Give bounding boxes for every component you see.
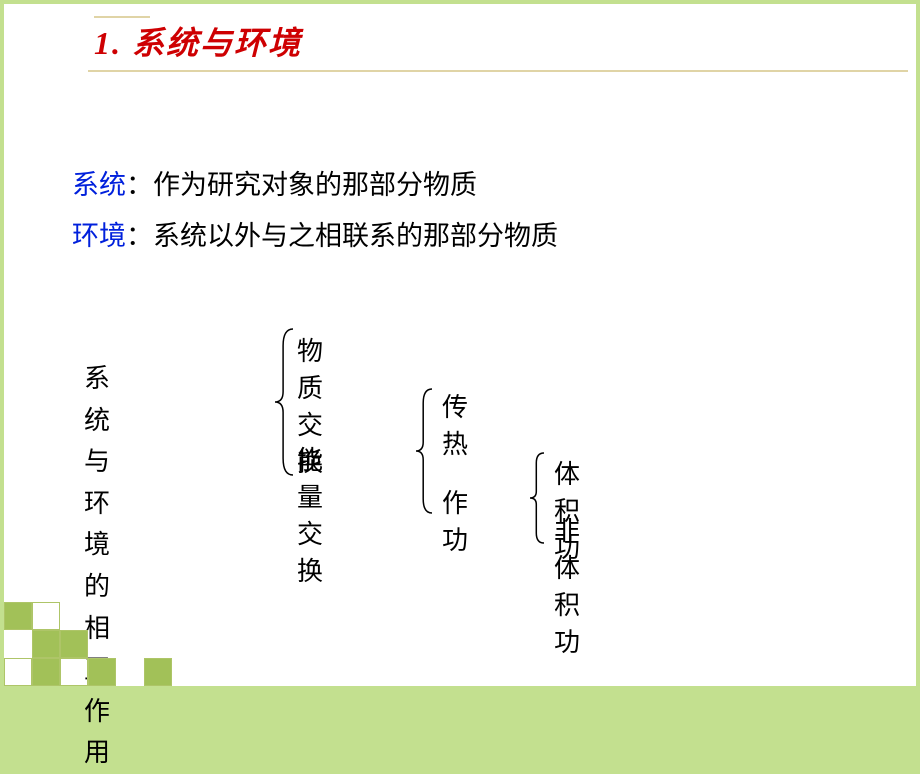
diagram-node: 传热 (442, 387, 468, 461)
diagram-node: 能量交换 (297, 440, 323, 588)
brace-icon (275, 328, 293, 476)
title-rule-bottom (88, 70, 908, 72)
root-line1: 系统与环境 (84, 358, 110, 566)
definition-term: 环境 (72, 221, 126, 251)
title-rule-top (94, 16, 150, 18)
title-number: 1. (94, 25, 122, 61)
definition-term: 系统 (72, 170, 126, 200)
definitions-block: 系统：作为研究对象的那部分物质 环境：系统以外与之相联系的那部分物质 (72, 160, 558, 263)
brace-icon (416, 388, 432, 514)
title-area: 1. 系统与环境 (94, 16, 876, 62)
diagram-node: 非体积功 (554, 511, 580, 659)
brace-icon (530, 452, 544, 544)
definition-row: 系统：作为研究对象的那部分物质 (72, 160, 558, 211)
decorative-square (32, 602, 60, 630)
title-label: 系统与环境 (132, 25, 302, 61)
definition-desc: ：作为研究对象的那部分物质 (126, 170, 477, 200)
decorative-square (32, 630, 60, 658)
decorative-square (88, 658, 116, 686)
decorative-square (4, 602, 32, 630)
diagram-node: 作功 (442, 483, 468, 557)
decorative-square (144, 658, 172, 686)
decorative-square (32, 658, 60, 686)
definition-desc: ：系统以外与之相联系的那部分物质 (126, 221, 558, 251)
slide-body: 1. 系统与环境 系统：作为研究对象的那部分物质 环境：系统以外与之相联系的那部… (4, 4, 916, 686)
decorative-square (4, 658, 32, 686)
decorative-square (60, 658, 88, 686)
definition-row: 环境：系统以外与之相联系的那部分物质 (72, 211, 558, 262)
diagram-root: 系统与环境 的相互作用 (84, 358, 110, 774)
decorative-square (60, 630, 88, 658)
slide-title: 1. 系统与环境 (94, 20, 876, 62)
